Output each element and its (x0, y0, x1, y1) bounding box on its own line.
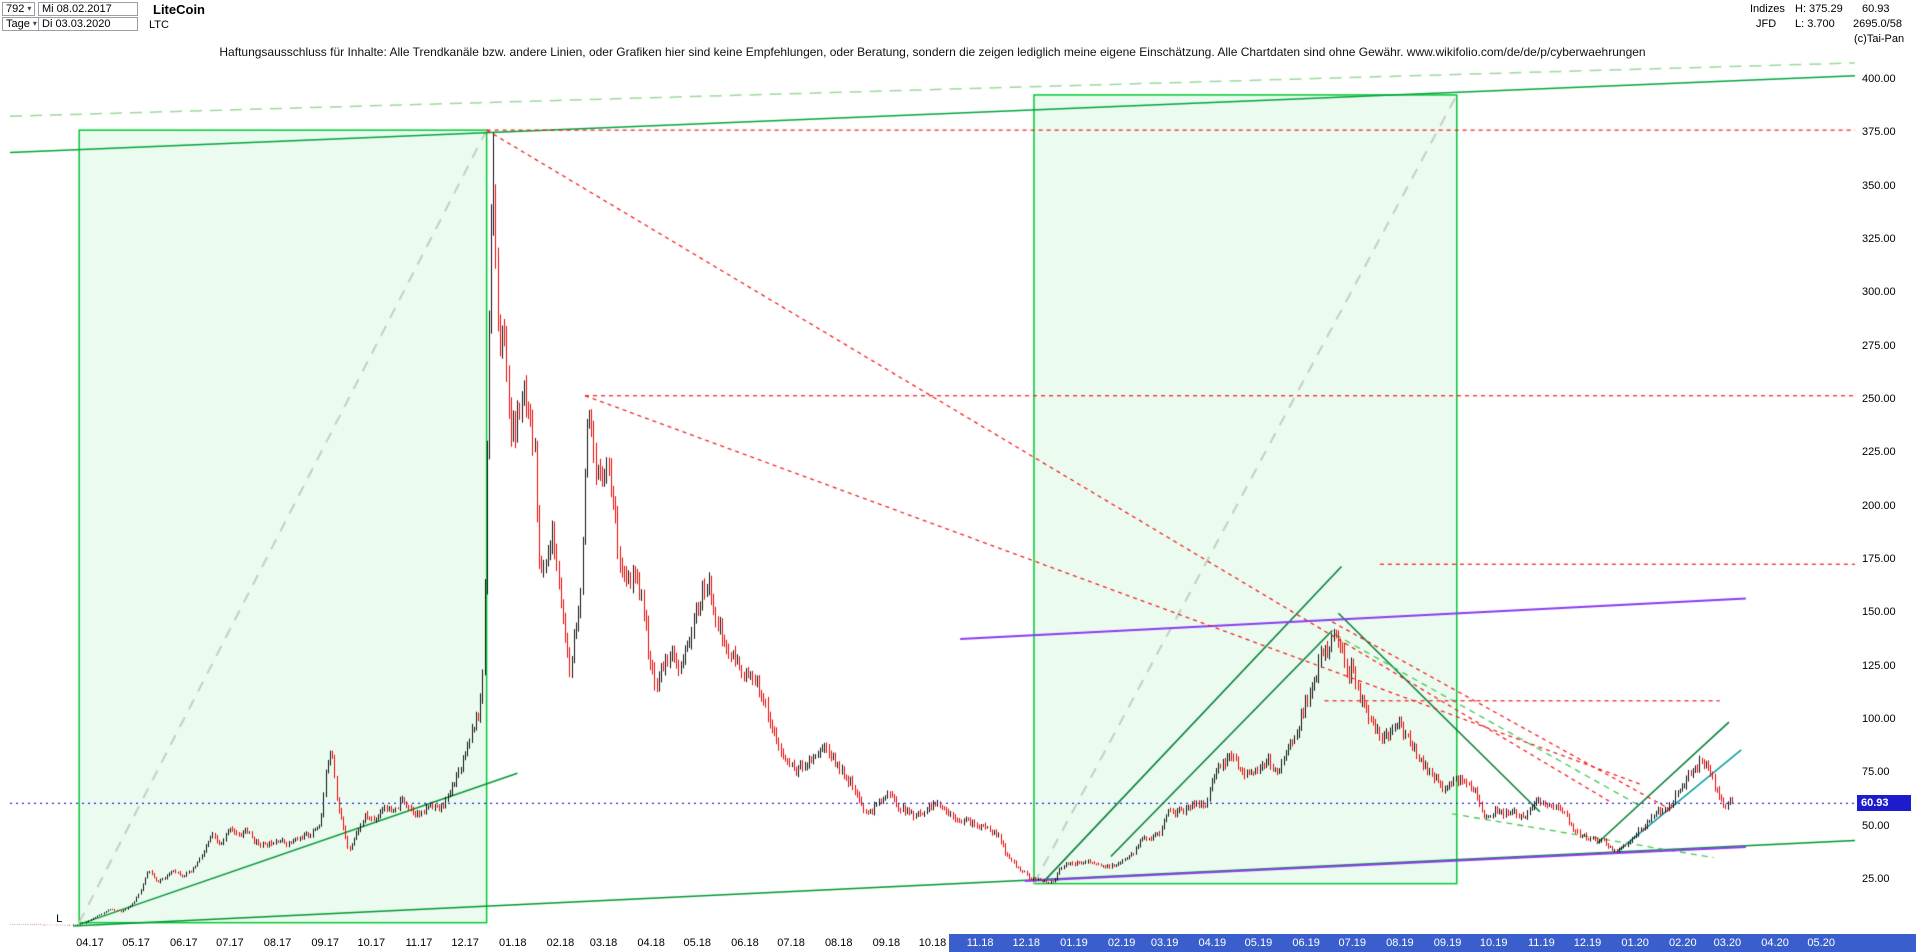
x-axis-label: 08.19 (1386, 937, 1414, 949)
y-axis-label: 125.00 (1862, 659, 1896, 672)
x-axis-label: 02.18 (546, 937, 575, 949)
last-price-badge: 60.93 (1857, 795, 1911, 812)
x-axis-label: 01.18 (498, 937, 527, 949)
y-axis-label: 200.00 (1862, 499, 1896, 512)
date-from-field[interactable]: Mi 08.02.2017 (38, 2, 138, 16)
x-axis-label: 03.19 (1150, 937, 1179, 949)
y-axis-label: 350.00 (1862, 179, 1896, 192)
date-to-field[interactable]: Di 03.03.2020 (38, 17, 138, 31)
x-axis-label: 11.18 (966, 937, 994, 949)
period-low-value: L: 3.700 (1795, 18, 1835, 30)
x-axis-label: 10.17 (357, 937, 386, 949)
x-axis-label: 06.18 (731, 937, 759, 949)
x-axis-label: 04.20 (1761, 937, 1789, 949)
timeline-highlight (949, 934, 1916, 952)
y-axis-label: 175.00 (1862, 553, 1896, 565)
y-axis-label: 250.00 (1862, 393, 1896, 405)
x-axis-label: 08.17 (263, 937, 292, 949)
x-axis-label: 01.19 (1060, 937, 1088, 949)
x-axis-label: 05.19 (1244, 937, 1273, 949)
y-axis-label: 300.00 (1862, 286, 1896, 299)
x-axis-label: 08.18 (824, 937, 853, 949)
low-marker: L (56, 913, 63, 926)
y-axis-label: 150.00 (1862, 606, 1896, 619)
y-axis-label: 50.00 (1862, 819, 1890, 832)
date-from-value: Mi 08.02.2017 (42, 3, 112, 15)
x-axis-label: 07.19 (1338, 937, 1366, 949)
y-axis-label: 325.00 (1862, 233, 1896, 245)
x-axis-label: 05.18 (683, 937, 712, 949)
last-price-value: 60.93 (1862, 3, 1890, 15)
bars-count-value: 792 (6, 3, 25, 15)
x-axis-label: 10.18 (918, 937, 947, 949)
x-axis-label: 09.19 (1433, 937, 1462, 949)
y-axis-label: 100.00 (1862, 713, 1896, 725)
period-dropdown[interactable]: Tage ▾ (2, 17, 41, 31)
instrument-title: LiteCoin (153, 2, 205, 17)
x-axis-label: 12.17 (451, 937, 479, 949)
x-axis-label: 07.18 (777, 937, 805, 949)
x-axis-label: 09.17 (311, 937, 339, 949)
date-to-value: Di 03.03.2020 (42, 18, 111, 30)
bars-count-dropdown[interactable]: 792 ▾ (2, 2, 36, 16)
x-axis-label: 09.18 (872, 937, 901, 949)
feed-label: JFD (1756, 18, 1777, 30)
x-axis-label: 12.18 (1012, 937, 1041, 949)
copyright-label: (c)Tai-Pan (1854, 33, 1905, 45)
x-axis-label: 07.17 (216, 937, 244, 949)
y-axis-label: 275.00 (1862, 339, 1896, 352)
chevron-down-icon: ▾ (27, 4, 32, 13)
x-axis-label: 03.20 (1713, 937, 1742, 949)
volume-value: 2695.0/58 (1853, 18, 1902, 30)
x-axis-label: 04.17 (76, 937, 104, 949)
x-axis-label: 01.20 (1621, 937, 1649, 949)
x-axis-label: 04.19 (1198, 937, 1227, 949)
x-axis-label: 05.20 (1807, 937, 1835, 949)
y-axis-label: 225.00 (1862, 446, 1896, 459)
x-axis-label: 02.19 (1107, 937, 1136, 949)
period-value: Tage (6, 18, 30, 30)
x-axis-label: 11.17 (405, 937, 433, 949)
x-axis-label: 03.18 (589, 937, 618, 949)
y-axis-label: 375.00 (1862, 126, 1896, 139)
symbol-label: LTC (149, 19, 169, 31)
y-axis-label: 75.00 (1862, 766, 1890, 779)
indices-label: Indizes (1750, 3, 1785, 15)
x-axis-label: 12.19 (1573, 937, 1602, 949)
x-axis-label: 10.19 (1479, 937, 1508, 949)
x-axis-label: 05.17 (122, 937, 150, 949)
y-axis-label: 400.00 (1862, 73, 1896, 85)
chevron-down-icon: ▾ (32, 19, 37, 28)
disclaimer-text: Haftungsausschluss für Inhalte: Alle Tre… (219, 45, 1646, 59)
x-axis-label: 06.19 (1292, 937, 1320, 949)
x-axis-label: 11.19 (1527, 937, 1555, 949)
x-axis-label: 06.17 (169, 937, 198, 949)
period-high-value: H: 375.29 (1795, 3, 1843, 15)
x-axis-label: 04.18 (637, 937, 665, 949)
y-axis-label: 25.00 (1862, 873, 1890, 885)
x-axis-label: 02.20 (1669, 937, 1697, 949)
